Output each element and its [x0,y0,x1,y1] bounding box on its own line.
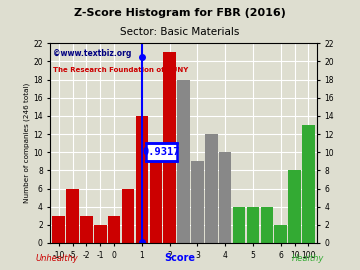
Y-axis label: Number of companies (246 total): Number of companies (246 total) [24,83,30,203]
Bar [205,134,217,243]
Bar [53,216,65,243]
Text: The Research Foundation of SUNY: The Research Foundation of SUNY [53,67,188,73]
Text: ©www.textbiz.org: ©www.textbiz.org [53,49,131,58]
Text: Sector: Basic Materials: Sector: Basic Materials [120,27,240,37]
Text: Unhealthy: Unhealthy [36,254,79,263]
Bar [247,207,259,243]
Text: Score: Score [165,253,195,263]
Bar [288,170,301,243]
Text: Z-Score Histogram for FBR (2016): Z-Score Histogram for FBR (2016) [74,8,286,18]
Bar [261,207,273,243]
Bar [66,188,79,243]
FancyBboxPatch shape [146,143,177,161]
Bar [302,125,315,243]
Bar [108,216,121,243]
Text: Healthy: Healthy [292,254,324,263]
Bar [136,116,148,243]
Bar [177,80,190,243]
Bar [191,161,204,243]
Bar [150,143,162,243]
Bar [122,188,134,243]
Bar [219,152,231,243]
Bar [94,225,107,243]
Bar [163,52,176,243]
Bar [80,216,93,243]
Text: 0.9317: 0.9317 [143,147,180,157]
Bar [233,207,246,243]
Bar [274,225,287,243]
